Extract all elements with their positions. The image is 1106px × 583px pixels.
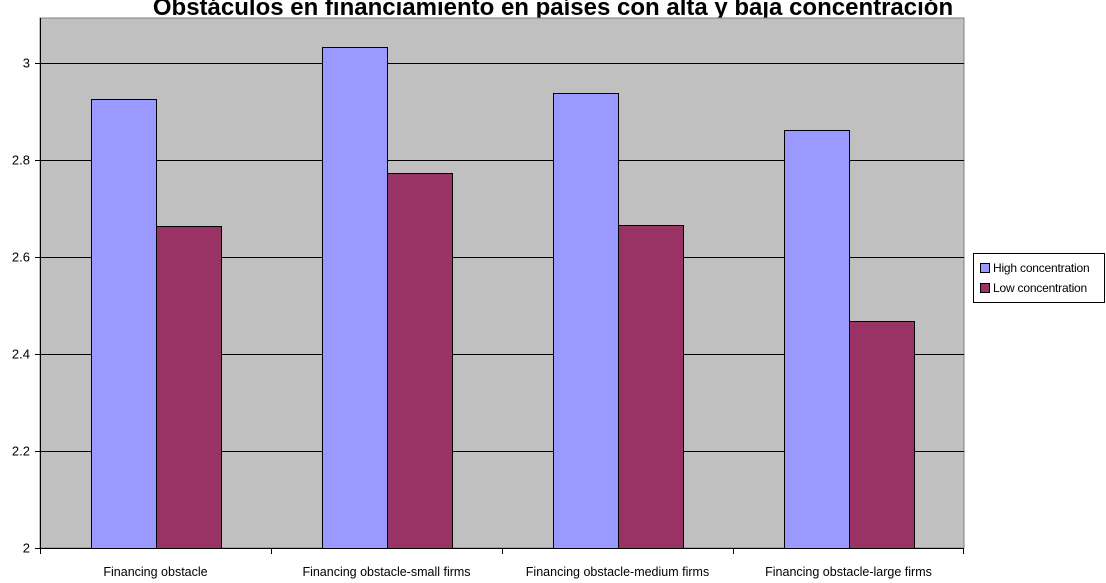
bar-high-concentration: [322, 47, 388, 549]
legend-swatch-low-concentration: [980, 283, 990, 293]
y-tick-label: 2.4: [12, 347, 30, 362]
legend-swatch-high-concentration: [980, 263, 990, 273]
x-category-label: Financing obstacle: [103, 565, 207, 579]
legend-label-low-concentration: Low concentration: [993, 281, 1087, 295]
legend-label-high-concentration: High concentration: [993, 261, 1090, 275]
y-tick-label: 2.6: [12, 250, 30, 265]
y-tick-label: 2.8: [12, 153, 30, 168]
bar-low-concentration: [618, 225, 684, 549]
chart-title: Obstáculos en financiamiento en países c…: [152, 0, 954, 21]
bar-low-concentration: [849, 321, 915, 549]
legend-item-high-concentration: High concentration: [980, 258, 1100, 278]
x-category-label: Financing obstacle-large firms: [765, 565, 932, 579]
x-category-label: Financing obstacle-medium firms: [526, 565, 709, 579]
legend-item-low-concentration: Low concentration: [980, 278, 1100, 298]
bars: [91, 47, 915, 549]
y-tick-label: 2.2: [12, 444, 30, 459]
bar-high-concentration: [91, 99, 157, 549]
y-tick-label: 2: [23, 541, 30, 556]
axes: 2 2.2 2.4 2.6 2.8 3 Financing obstacle Financin…: [12, 18, 964, 579]
bar-high-concentration: [553, 93, 619, 549]
bar-low-concentration: [156, 226, 222, 549]
bar-high-concentration: [784, 130, 850, 549]
y-tick-label: 3: [23, 56, 30, 71]
bar-low-concentration: [387, 173, 453, 549]
legend: High concentration Low concentration: [973, 253, 1105, 303]
x-category-label: Financing obstacle-small firms: [302, 565, 470, 579]
